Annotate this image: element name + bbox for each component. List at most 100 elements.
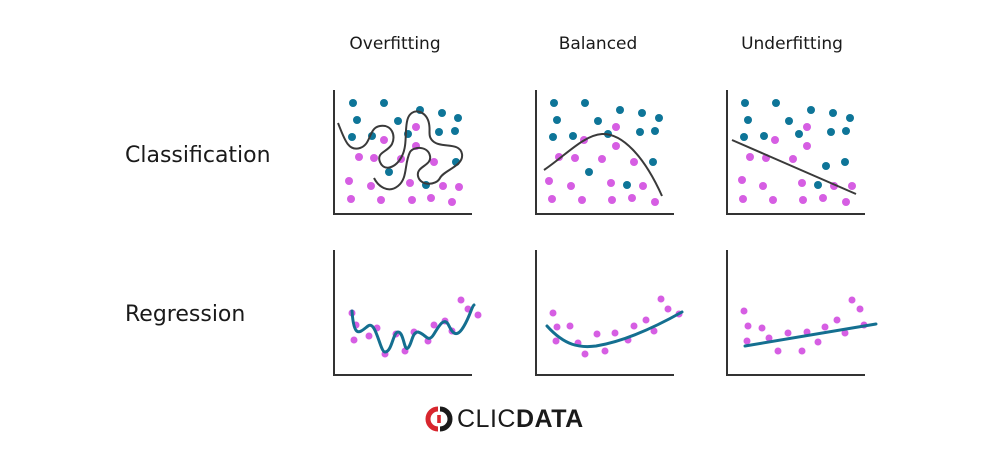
- column-header-underfitting: Underfitting: [741, 34, 843, 54]
- point: [430, 158, 438, 166]
- point: [740, 133, 748, 141]
- point: [758, 324, 766, 332]
- point: [616, 106, 624, 114]
- point: [380, 136, 388, 144]
- point: [651, 127, 659, 135]
- axis: [535, 90, 674, 215]
- row-label-regression: Regression: [125, 302, 246, 327]
- point: [649, 158, 657, 166]
- point: [803, 328, 811, 336]
- point: [457, 296, 465, 304]
- panel-regression-balanced: [535, 250, 684, 376]
- point: [567, 182, 575, 190]
- regression-curve-overfit: [350, 303, 476, 354]
- point: [548, 195, 556, 203]
- point: [827, 128, 835, 136]
- point: [406, 179, 414, 187]
- point: [846, 114, 854, 122]
- point: [789, 155, 797, 163]
- point: [841, 329, 849, 337]
- point: [607, 179, 615, 187]
- point: [347, 195, 355, 203]
- points-regression: [549, 295, 683, 358]
- point: [740, 307, 748, 315]
- point: [803, 142, 811, 150]
- point: [380, 99, 388, 107]
- point: [803, 123, 811, 131]
- point: [657, 295, 665, 303]
- point: [549, 133, 557, 141]
- point: [427, 194, 435, 202]
- axis: [726, 250, 865, 376]
- point: [814, 181, 822, 189]
- point: [612, 142, 620, 150]
- point: [744, 116, 752, 124]
- point: [848, 182, 856, 190]
- point: [555, 153, 563, 161]
- point: [385, 168, 393, 176]
- point: [394, 117, 402, 125]
- point: [664, 305, 672, 313]
- point: [795, 130, 803, 138]
- point: [829, 109, 837, 117]
- point: [549, 309, 557, 317]
- point: [448, 198, 456, 206]
- point: [585, 168, 593, 176]
- decision-boundary-underfit: [731, 139, 857, 195]
- point: [581, 350, 589, 358]
- logo-text-regular: CLIC: [457, 404, 516, 433]
- panel-regression-overfitting: [333, 250, 482, 376]
- point: [412, 123, 420, 131]
- point: [841, 158, 849, 166]
- column-header-overfitting: Overfitting: [349, 34, 441, 54]
- point: [350, 336, 358, 344]
- point: [741, 99, 749, 107]
- point: [612, 123, 620, 131]
- point: [581, 99, 589, 107]
- point: [785, 117, 793, 125]
- point: [655, 114, 663, 122]
- points-class-b: [345, 123, 463, 206]
- point: [474, 311, 482, 319]
- point: [848, 296, 856, 304]
- point: [430, 321, 438, 329]
- point: [639, 182, 647, 190]
- point: [367, 182, 375, 190]
- point: [759, 182, 767, 190]
- point: [438, 109, 446, 117]
- point: [370, 154, 378, 162]
- point: [651, 198, 659, 206]
- point: [765, 334, 773, 342]
- axis: [333, 90, 472, 215]
- point: [638, 109, 646, 117]
- point: [799, 196, 807, 204]
- point: [601, 347, 609, 355]
- point: [454, 114, 462, 122]
- point: [821, 323, 829, 331]
- point: [553, 116, 561, 124]
- point: [451, 127, 459, 135]
- point: [630, 322, 638, 330]
- point: [353, 116, 361, 124]
- panel-classification-balanced: [535, 90, 674, 215]
- point: [348, 133, 356, 141]
- points-class-a: [549, 99, 663, 189]
- point: [739, 195, 747, 203]
- point: [738, 176, 746, 184]
- point: [569, 132, 577, 140]
- point: [807, 106, 815, 114]
- point: [611, 329, 619, 337]
- point: [772, 99, 780, 107]
- point: [746, 153, 754, 161]
- column-header-balanced: Balanced: [558, 34, 638, 54]
- point: [771, 136, 779, 144]
- decision-boundary-balanced: [543, 132, 663, 197]
- point: [784, 329, 792, 337]
- point: [856, 305, 864, 313]
- point: [819, 194, 827, 202]
- point: [598, 155, 606, 163]
- point: [349, 99, 357, 107]
- point: [571, 154, 579, 162]
- point: [455, 183, 463, 191]
